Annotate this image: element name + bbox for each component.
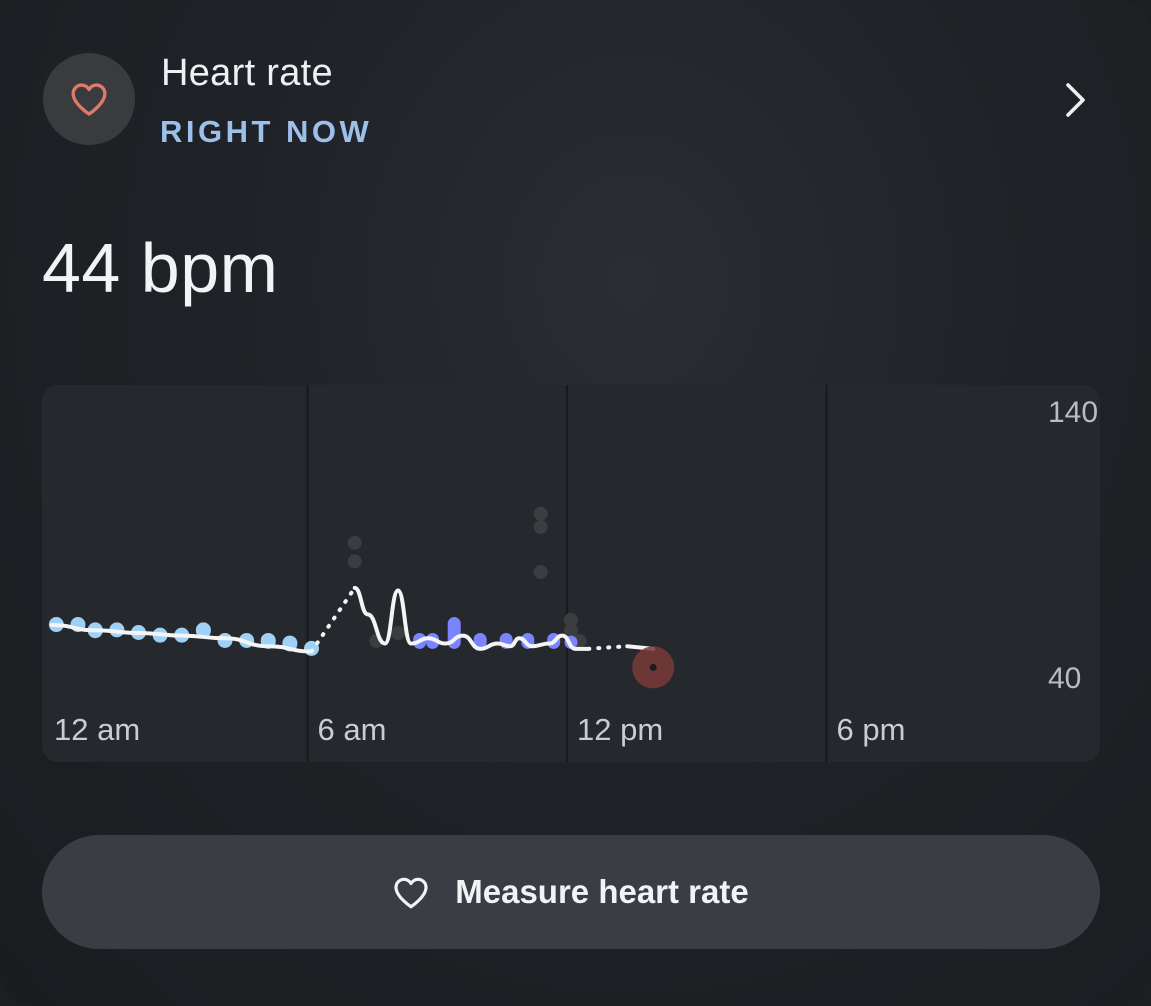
- heart-rate-chart[interactable]: 140 40 12 am 6 am 12 pm 6 pm: [42, 385, 1100, 762]
- active-range-bar: [473, 632, 487, 649]
- outlier-point: [533, 506, 548, 521]
- trend-line: [50, 623, 314, 654]
- outlier-point: [564, 612, 578, 627]
- outlier-point: [347, 554, 362, 569]
- heart-icon-badge: [43, 53, 135, 145]
- x-tick-label: 6 am: [318, 712, 387, 747]
- y-tick-max: 140: [1048, 396, 1098, 429]
- heart-rate-chart-svg: 140 40 12 am 6 am 12 pm 6 pm: [48, 385, 1098, 762]
- y-tick-min: 40: [1048, 662, 1081, 695]
- trend-gap-line: [309, 585, 357, 654]
- x-tick-label: 6 pm: [837, 712, 906, 747]
- trend-active-line: [352, 585, 591, 651]
- current-point-center: [649, 663, 657, 671]
- outlier-point: [533, 519, 548, 534]
- x-tick-label: 12 pm: [577, 712, 663, 747]
- sleep-range-bar: [195, 622, 211, 639]
- heart-icon: [71, 83, 107, 116]
- x-tick-label: 12 am: [54, 712, 140, 747]
- trend-gap-2-line: [586, 644, 630, 651]
- current-heart-rate: 44 bpm: [42, 229, 279, 307]
- card-subtitle: RIGHT NOW: [160, 114, 373, 149]
- outlier-point: [347, 535, 362, 550]
- measure-heart-rate-button[interactable]: Measure heart rate: [42, 835, 1100, 949]
- card-title: Heart rate: [161, 52, 333, 94]
- heart-outline-icon: [394, 877, 428, 908]
- outlier-point: [564, 623, 578, 638]
- outlier-point: [533, 565, 548, 579]
- chevron-right-icon[interactable]: [1060, 80, 1090, 120]
- measure-button-label: Measure heart rate: [455, 873, 749, 910]
- outlier-point: [391, 625, 405, 640]
